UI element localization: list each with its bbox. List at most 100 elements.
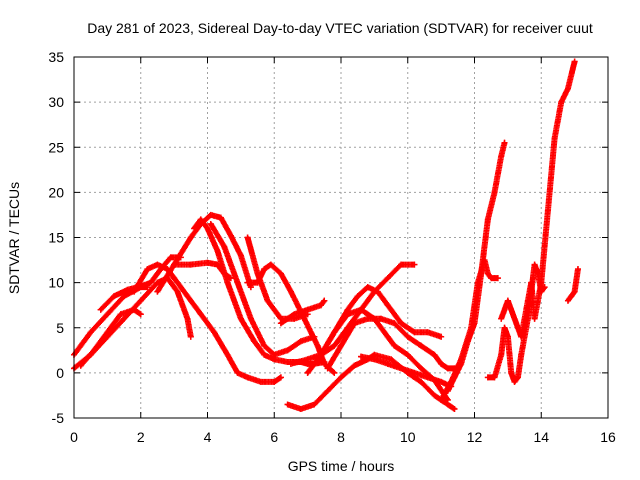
data-point: [154, 279, 161, 286]
data-point: [261, 266, 268, 273]
data-point: [444, 365, 451, 372]
data-point: [508, 369, 515, 376]
data-point: [338, 374, 344, 381]
data-point: [137, 311, 144, 318]
data-point: [104, 329, 111, 336]
data-point: [431, 351, 438, 358]
data-point: [518, 333, 525, 340]
data-point: [217, 214, 224, 221]
data-point: [498, 351, 505, 358]
data-point: [297, 338, 304, 345]
data-point: [324, 387, 331, 394]
data-point: [261, 351, 268, 358]
series-arc-5: [131, 261, 284, 385]
data-point: [184, 293, 191, 300]
series-arc-23: [564, 266, 581, 304]
data-point: [197, 311, 204, 318]
data-point: [558, 99, 565, 106]
data-point: [524, 297, 531, 304]
data-point: [324, 365, 331, 372]
x-tick-label: 6: [270, 429, 278, 445]
data-point: [137, 297, 144, 304]
data-point: [451, 374, 458, 381]
data-point: [538, 279, 545, 286]
data-point: [351, 320, 358, 327]
data-point: [411, 261, 418, 268]
data-point: [444, 396, 451, 403]
data-point: [271, 378, 278, 385]
data-point: [358, 306, 365, 313]
data-point: [267, 261, 274, 268]
data-point: [191, 225, 198, 232]
x-tick-label: 4: [204, 429, 212, 445]
x-tick-label: 12: [467, 429, 483, 445]
x-tick-label: 0: [70, 429, 78, 445]
data-point: [174, 288, 181, 295]
data-point: [498, 153, 505, 160]
data-point: [391, 320, 398, 327]
y-tick-label: 35: [48, 49, 64, 65]
data-point: [187, 333, 194, 340]
data-series: [71, 58, 581, 412]
data-point: [287, 360, 294, 367]
data-point: [571, 58, 578, 65]
data-point: [438, 396, 445, 403]
data-point: [247, 315, 254, 322]
y-tick-label: 30: [48, 94, 64, 110]
data-point: [184, 315, 191, 322]
data-point: [564, 297, 571, 304]
chart-title: Day 281 of 2023, Sidereal Day-to-day VTE…: [87, 20, 593, 36]
data-point: [564, 85, 571, 92]
y-tick-label: -5: [52, 410, 65, 426]
data-point: [374, 288, 381, 295]
data-point: [144, 266, 151, 273]
x-tick-label: 8: [337, 429, 345, 445]
data-point: [331, 329, 338, 336]
data-point: [484, 270, 491, 277]
y-tick-label: 0: [56, 365, 64, 381]
data-point: [121, 315, 128, 322]
x-axis-label: GPS time / hours: [288, 458, 395, 474]
marker-trail: [277, 297, 328, 327]
axis-ticks: 0 2 4 6 8 10 12 14 16 -5 0 5 10 15 20 25 30 35: [48, 49, 616, 445]
data-point: [221, 243, 228, 250]
y-tick-label: 25: [48, 139, 64, 155]
y-tick-label: 20: [48, 184, 64, 200]
data-point: [214, 248, 221, 255]
data-point: [498, 315, 505, 322]
series-arc-13: [284, 351, 458, 412]
data-point: [501, 139, 508, 146]
data-point: [464, 338, 471, 345]
marker-trail: [71, 284, 151, 358]
data-point: [197, 216, 204, 223]
series-arc-8: [191, 216, 328, 367]
data-point: [514, 374, 521, 381]
data-point: [244, 279, 251, 286]
data-point: [528, 279, 535, 286]
marker-trail: [191, 216, 328, 367]
data-point: [317, 351, 324, 358]
plot-frame: [73, 56, 609, 419]
data-point: [574, 266, 581, 273]
data-point: [364, 284, 371, 291]
data-point: [171, 261, 178, 268]
series-arc-10: [244, 234, 311, 322]
data-point: [531, 315, 538, 322]
data-point: [371, 356, 378, 363]
data-point: [504, 297, 511, 304]
data-point: [204, 259, 211, 266]
data-point: [321, 360, 328, 367]
data-point: [344, 306, 351, 313]
data-point: [438, 360, 445, 367]
data-point: [227, 232, 234, 239]
data-point: [104, 311, 111, 318]
data-point: [484, 374, 491, 381]
data-point: [311, 401, 318, 408]
data-point: [384, 333, 391, 340]
data-point: [277, 374, 284, 381]
data-point: [284, 347, 291, 354]
data-point: [411, 329, 418, 336]
data-point: [391, 342, 398, 349]
data-point: [284, 359, 291, 366]
